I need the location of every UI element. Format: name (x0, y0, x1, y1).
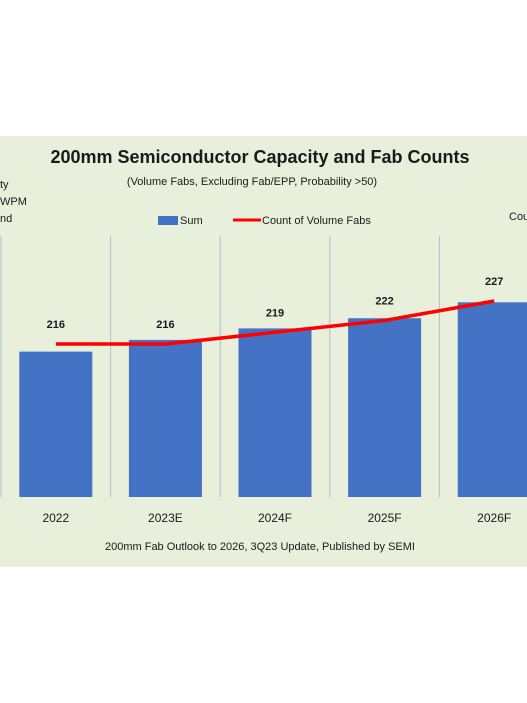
legend-label-count: Count of Volume Fabs (262, 215, 371, 227)
vertical-gridlines (0, 236, 440, 497)
chart-source-note: 200mm Fab Outlook to 2026, 3Q23 Update, … (105, 541, 415, 553)
left-axis-fragment-1: ty (0, 179, 9, 191)
left-axis-fragment-2: WPM (0, 196, 27, 208)
x-tick-2024F: 2024F (258, 511, 292, 525)
legend-label-sum: Sum (180, 215, 203, 227)
data-label-2026F: 227 (485, 276, 503, 288)
data-label-2023E: 216 (156, 319, 174, 331)
data-labels: 216 216 219 222 227 (47, 276, 504, 331)
data-label-2022: 216 (47, 319, 65, 331)
x-tick-2026F: 2026F (477, 511, 511, 525)
chart-panel: 216 216 219 222 227 2022 2023E 2024F 2025F 2026F… (0, 136, 527, 567)
count-line (55, 299, 495, 346)
x-tick-2025F: 2025F (368, 511, 402, 525)
chart-title: 200mm Semiconductor Capacity and Fab Cou… (50, 147, 469, 167)
bar-2022 (19, 351, 93, 497)
bar-series-sum (19, 302, 527, 497)
chart: 216 216 219 222 227 2022 2023E 2024F 2025F 2026F… (0, 147, 527, 553)
chart-subtitle: (Volume Fabs, Excluding Fab/EPP, Probabi… (127, 176, 377, 188)
legend: Sum Count of Volume Fabs (158, 215, 371, 227)
line-series-count (55, 299, 495, 346)
bar-2024F (238, 328, 312, 497)
x-tick-2023E: 2023E (148, 511, 183, 525)
legend-swatch-sum (158, 216, 178, 225)
bar-2025F (348, 318, 422, 497)
data-label-2025F: 222 (375, 296, 393, 308)
bar-2023E (128, 339, 202, 497)
left-axis-fragment-3: nd (0, 213, 12, 225)
x-tick-2022: 2022 (42, 511, 69, 525)
x-axis-ticks: 2022 2023E 2024F 2025F 2026F (42, 511, 511, 525)
data-label-2024F: 219 (266, 307, 284, 319)
bar-2026F (457, 302, 527, 497)
right-axis-fragment: Cou (509, 211, 527, 223)
